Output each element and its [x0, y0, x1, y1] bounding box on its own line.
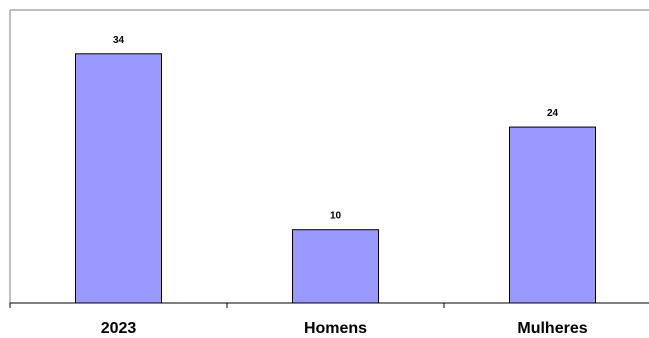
x-tick-label-2023: 2023: [101, 320, 137, 337]
bars-layer: [75, 53, 596, 304]
data-label-mulheres: 24: [547, 108, 559, 119]
bar-mulheres: [509, 126, 596, 304]
category-labels-layer: 2023 Homens Mulheres: [101, 320, 588, 337]
bar-2023: [75, 53, 162, 304]
value-labels-layer: 34 10 24: [113, 35, 559, 222]
x-tick-label-mulheres: Mulheres: [517, 320, 587, 337]
bar-homens: [292, 229, 379, 304]
x-axis-ticks: [9, 303, 445, 308]
data-label-homens: 10: [330, 211, 342, 222]
data-label-2023: 34: [113, 35, 125, 46]
x-tick-label-homens: Homens: [304, 320, 367, 337]
